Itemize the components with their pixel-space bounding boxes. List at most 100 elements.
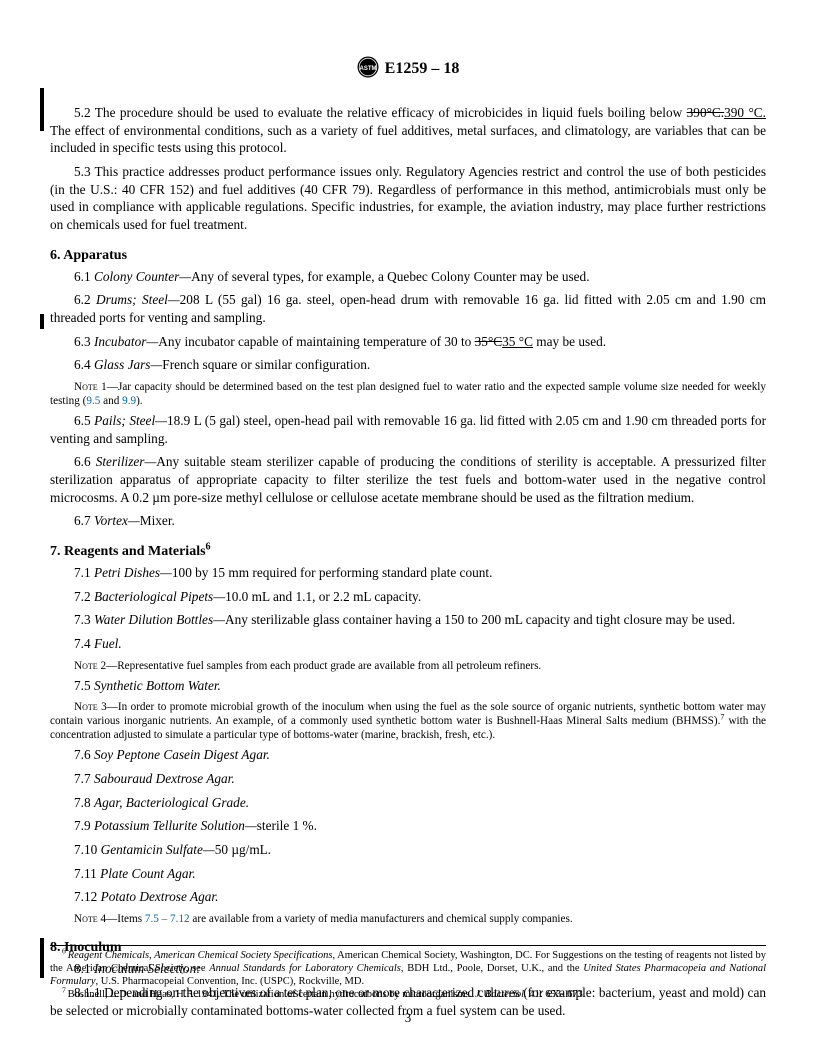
num: 7.12 bbox=[74, 889, 101, 904]
astm-logo-icon: ASTM bbox=[357, 56, 379, 82]
para-6-7: 6.7 Vortex—Mixer. bbox=[50, 512, 766, 530]
num: 7.5 bbox=[74, 678, 94, 693]
footnotes: 6 Reagent Chemicals, American Chemical S… bbox=[50, 945, 766, 1002]
note-label: Note bbox=[74, 701, 98, 713]
xref-link[interactable]: 9.9 bbox=[122, 395, 136, 407]
para-6-4: 6.4 Glass Jars—French square or similar … bbox=[50, 356, 766, 374]
note-num: 3— bbox=[98, 701, 118, 713]
text: 50 µg/mL. bbox=[215, 842, 271, 857]
num: 7.4 bbox=[74, 636, 94, 651]
para-7-10: 7.10 Gentamicin Sulfate—50 µg/mL. bbox=[50, 841, 766, 859]
text: The effect of environmental conditions, … bbox=[50, 123, 766, 156]
para-7-6: 7.6 Soy Peptone Casein Digest Agar. bbox=[50, 746, 766, 764]
item-title: Agar, Bacteriological Grade. bbox=[94, 795, 249, 810]
item-title: Soy Peptone Casein Digest Agar. bbox=[94, 747, 270, 762]
para-7-9: 7.9 Potassium Tellurite Solution—sterile… bbox=[50, 817, 766, 835]
page: ASTM E1259 – 18 5.2 The procedure should… bbox=[0, 0, 816, 1056]
footnote-6: 6 Reagent Chemicals, American Chemical S… bbox=[50, 949, 766, 988]
para-7-5: 7.5 Synthetic Bottom Water. bbox=[50, 677, 766, 695]
num: 7.8 bbox=[74, 795, 94, 810]
text: French square or similar configuration. bbox=[162, 357, 370, 372]
num: 7.7 bbox=[74, 771, 94, 786]
item-title: Potassium Tellurite Solution— bbox=[94, 818, 257, 833]
para-7-12: 7.12 Potato Dextrose Agar. bbox=[50, 888, 766, 906]
item-title: Incubator— bbox=[94, 334, 158, 349]
footnote-7: 7 Bushnell, L.D. and Haas, H.F. 1941. Th… bbox=[50, 988, 766, 1001]
note-label: Note bbox=[74, 660, 98, 672]
para-6-6: 6.6 Sterilizer—Any suitable steam steril… bbox=[50, 453, 766, 506]
change-bar bbox=[40, 314, 44, 329]
text: are available from a variety of media ma… bbox=[190, 913, 573, 925]
change-bar bbox=[40, 938, 44, 978]
text: Any sterilizable glass container having … bbox=[225, 612, 735, 627]
text: Any incubator capable of maintaining tem… bbox=[158, 334, 474, 349]
item-title: Fuel. bbox=[94, 636, 122, 651]
text: may be used. bbox=[533, 334, 606, 349]
text: 5.3 This practice addresses product perf… bbox=[50, 164, 766, 232]
para-7-11: 7.11 Plate Count Agar. bbox=[50, 865, 766, 883]
item-title: Gentamicin Sulfate— bbox=[101, 842, 215, 857]
num: 6.2 bbox=[74, 292, 96, 307]
para-6-1: 6.1 Colony Counter—Any of several types,… bbox=[50, 268, 766, 286]
xref-link[interactable]: 9.5 bbox=[86, 395, 100, 407]
para-7-4: 7.4 Fuel. bbox=[50, 635, 766, 653]
text: 10.0 mL and 1.1, or 2.2 mL capacity. bbox=[225, 589, 421, 604]
item-title: Vortex— bbox=[94, 513, 140, 528]
page-number: 3 bbox=[0, 1010, 816, 1026]
para-7-1: 7.1 Petri Dishes—100 by 15 mm required f… bbox=[50, 564, 766, 582]
text: 100 by 15 mm required for performing sta… bbox=[172, 565, 493, 580]
item-title: Sabouraud Dextrose Agar. bbox=[94, 771, 235, 786]
item-title: Potato Dextrose Agar. bbox=[101, 889, 219, 904]
note-4: Note 4—Items 7.5 – 7.12 are available fr… bbox=[50, 912, 766, 926]
note-label: Note bbox=[74, 381, 98, 393]
note-3: Note 3—In order to promote microbial gro… bbox=[50, 700, 766, 742]
revision-added: 35 °C bbox=[502, 334, 533, 349]
svg-text:ASTM: ASTM bbox=[359, 66, 376, 72]
text: Any of several types, for example, a Que… bbox=[191, 269, 589, 284]
item-title: Bacteriological Pipets— bbox=[94, 589, 225, 604]
item-title: Sterilizer— bbox=[96, 454, 157, 469]
revision-added: 390 °C. bbox=[724, 105, 766, 120]
text: and bbox=[100, 395, 122, 407]
para-7-2: 7.2 Bacteriological Pipets—10.0 mL and 1… bbox=[50, 588, 766, 606]
change-bar bbox=[40, 88, 44, 131]
text: ). bbox=[136, 395, 143, 407]
para-7-8: 7.8 Agar, Bacteriological Grade. bbox=[50, 794, 766, 812]
text: Jar capacity should be determined based … bbox=[50, 381, 766, 407]
note-label: Note bbox=[74, 913, 98, 925]
num: 6.5 bbox=[74, 413, 94, 428]
num: 7.11 bbox=[74, 866, 100, 881]
xref-link[interactable]: 7.5 – 7.12 bbox=[145, 913, 190, 925]
num: 7.10 bbox=[74, 842, 101, 857]
revision-deleted: 35°C bbox=[475, 334, 502, 349]
footnote-ref[interactable]: 6 bbox=[206, 541, 211, 552]
item-title: Drums; Steel— bbox=[96, 292, 180, 307]
note-num: 1— bbox=[98, 381, 118, 393]
num: 7.6 bbox=[74, 747, 94, 762]
note-2: Note 2—Representative fuel samples from … bbox=[50, 659, 766, 673]
para-7-7: 7.7 Sabouraud Dextrose Agar. bbox=[50, 770, 766, 788]
text: sterile 1 %. bbox=[257, 818, 317, 833]
text: Annual Standards for Laboratory Chemical… bbox=[209, 963, 401, 974]
para-6-2: 6.2 Drums; Steel—208 L (55 gal) 16 ga. s… bbox=[50, 291, 766, 326]
text: Mixer. bbox=[140, 513, 175, 528]
num: 7.2 bbox=[74, 589, 94, 604]
num: 7.9 bbox=[74, 818, 94, 833]
text: , BDH Ltd., Poole, Dorset, U.K., and the bbox=[401, 963, 583, 974]
text: . 41: 653- 673. bbox=[524, 989, 586, 1000]
item-title: Pails; Steel— bbox=[94, 413, 167, 428]
document-id: E1259 – 18 bbox=[385, 60, 460, 78]
text: Items bbox=[117, 913, 145, 925]
section-6-head: 6. Apparatus bbox=[50, 248, 766, 264]
item-title: Synthetic Bottom Water. bbox=[94, 678, 221, 693]
item-title: Glass Jars— bbox=[94, 357, 162, 372]
text: 5.2 The procedure should be used to eval… bbox=[74, 105, 687, 120]
page-header: ASTM E1259 – 18 bbox=[50, 56, 766, 82]
num: 6.4 bbox=[74, 357, 94, 372]
text: , U.S. Pharmacopeial Convention, Inc. (U… bbox=[96, 976, 365, 987]
item-title: Water Dilution Bottles— bbox=[94, 612, 225, 627]
note-1: Note 1—Jar capacity should be determined… bbox=[50, 380, 766, 408]
note-num: 2— bbox=[98, 660, 118, 672]
section-7-head: 7. Reagents and Materials6 bbox=[50, 544, 766, 560]
text: J. Bacteriol bbox=[475, 989, 524, 1000]
